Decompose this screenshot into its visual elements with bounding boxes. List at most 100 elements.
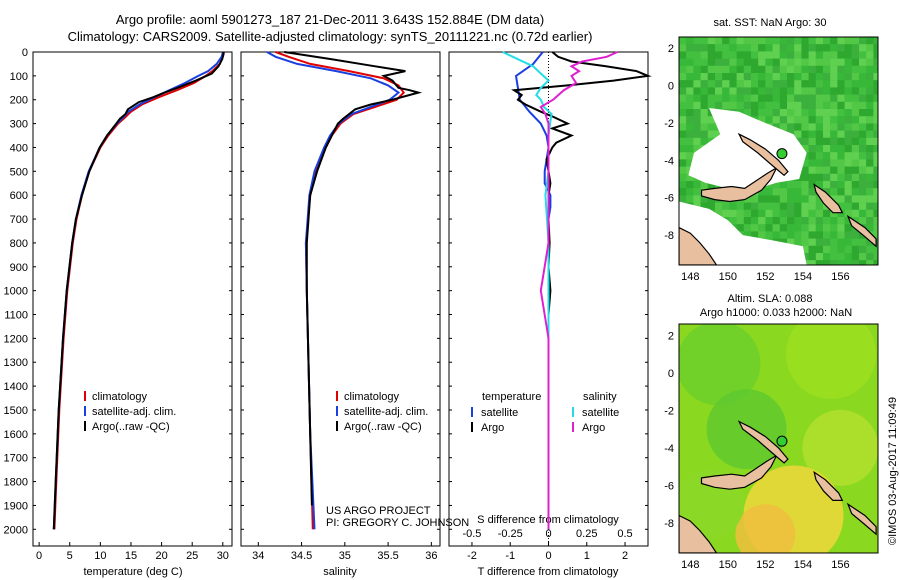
sst-cell bbox=[693, 116, 701, 124]
sst-cell bbox=[801, 109, 809, 117]
sst-cell bbox=[851, 94, 860, 102]
sst-cell bbox=[679, 101, 687, 110]
sst-cell bbox=[679, 159, 687, 167]
sst-cell bbox=[765, 65, 773, 74]
depth-tick-label: 900 bbox=[10, 262, 28, 274]
sla-field-blob bbox=[679, 324, 761, 406]
sst-cell bbox=[851, 209, 860, 218]
sst-cell bbox=[794, 224, 802, 232]
sst-cell bbox=[729, 58, 737, 66]
sst-cell bbox=[830, 87, 838, 95]
sst-cell bbox=[823, 159, 831, 167]
sst-cell bbox=[772, 123, 780, 131]
sst-cell bbox=[859, 101, 867, 110]
sst-cell bbox=[707, 181, 716, 189]
sst-cell bbox=[715, 65, 723, 74]
sst-cell bbox=[787, 181, 795, 189]
sst-cell bbox=[772, 202, 780, 210]
sst-cell bbox=[772, 65, 780, 74]
depth-tick-label: 300 bbox=[10, 119, 28, 131]
temperature-xtick-label: 10 bbox=[94, 550, 106, 562]
sst-cell bbox=[801, 116, 809, 124]
sst-cell bbox=[859, 173, 867, 182]
sst-cell bbox=[686, 101, 694, 110]
sst-cell bbox=[693, 195, 701, 203]
temperature-xtick-label: 0 bbox=[36, 550, 42, 562]
sst-cell bbox=[837, 195, 845, 203]
sst-cell bbox=[873, 145, 878, 153]
sst-cell bbox=[815, 181, 824, 189]
sst-cell bbox=[866, 44, 874, 52]
sst-cell bbox=[859, 87, 867, 95]
sst-cell bbox=[859, 80, 867, 88]
sst-cell bbox=[866, 137, 874, 146]
sst-lon-label: 148 bbox=[681, 271, 699, 283]
sst-cell bbox=[765, 73, 773, 81]
sst-cell bbox=[873, 109, 878, 117]
sst-cell bbox=[866, 202, 874, 210]
sst-cell bbox=[686, 116, 694, 124]
sst-cell bbox=[837, 145, 845, 153]
sst-cell bbox=[707, 58, 716, 66]
sst-cell bbox=[815, 101, 824, 110]
sst-cell bbox=[679, 37, 687, 45]
temperature-panel-frame bbox=[32, 51, 233, 547]
sst-cell bbox=[779, 238, 788, 246]
sst-cell bbox=[707, 73, 716, 81]
sst-map-title: sat. SST: NaN Argo: 30 bbox=[713, 17, 826, 29]
sst-cell bbox=[859, 188, 867, 196]
sst-cell bbox=[808, 181, 816, 189]
sst-cell bbox=[866, 116, 874, 124]
sst-cell bbox=[844, 166, 852, 174]
sst-cell bbox=[779, 87, 788, 95]
sst-cell bbox=[859, 202, 867, 210]
temperature-legend-label: satellite-adj. clim. bbox=[92, 406, 176, 418]
sst-cell bbox=[866, 188, 874, 196]
sst-cell bbox=[851, 188, 860, 196]
difference-s-tick-label: -0.5 bbox=[462, 528, 481, 540]
sst-cell bbox=[751, 80, 759, 88]
sst-cell bbox=[772, 109, 780, 117]
sst-cell bbox=[801, 231, 809, 239]
sst-cell bbox=[815, 94, 824, 102]
temperature-series-argo-raw-qc- bbox=[52, 52, 225, 530]
sst-lat-label: -6 bbox=[664, 193, 674, 205]
sst-cell bbox=[866, 159, 874, 167]
sst-cell bbox=[679, 130, 687, 138]
sst-cell bbox=[830, 109, 838, 117]
sst-cell bbox=[700, 101, 708, 110]
sla-map-title-2: Argo h1000: 0.033 h2000: NaN bbox=[700, 307, 852, 319]
sst-cell bbox=[801, 65, 809, 74]
sst-cell bbox=[722, 87, 730, 95]
sst-cell bbox=[700, 181, 708, 189]
sst-cell bbox=[779, 109, 788, 117]
sst-cell bbox=[715, 80, 723, 88]
sst-cell bbox=[866, 166, 874, 174]
sst-cell bbox=[679, 181, 687, 189]
sst-cell bbox=[823, 80, 831, 88]
sst-cell bbox=[815, 224, 824, 232]
sst-cell bbox=[851, 181, 860, 189]
sst-cell bbox=[808, 253, 816, 261]
salinity-legend-label: Argo(..raw -QC) bbox=[344, 421, 422, 433]
sst-cell bbox=[851, 101, 860, 110]
sst-cell bbox=[693, 123, 701, 131]
sst-cell bbox=[866, 253, 874, 261]
sst-land-new-ireland bbox=[737, 132, 789, 177]
difference-xtick-label: 2 bbox=[622, 550, 628, 562]
sst-cell bbox=[830, 123, 838, 131]
sst-cell bbox=[729, 101, 737, 110]
sst-cell bbox=[679, 137, 687, 146]
sst-cell bbox=[815, 37, 824, 45]
sst-cell bbox=[844, 217, 852, 225]
sst-cell bbox=[815, 58, 824, 66]
sst-cell bbox=[700, 130, 708, 138]
sst-missing-data bbox=[679, 201, 807, 265]
temperature-xtick-label: 20 bbox=[155, 550, 167, 562]
difference-legend-header-temperature: temperature bbox=[482, 391, 541, 403]
depth-tick-label: 500 bbox=[10, 166, 28, 178]
sst-cell bbox=[758, 195, 766, 203]
sst-cell bbox=[758, 188, 766, 196]
sst-cell bbox=[751, 65, 759, 74]
